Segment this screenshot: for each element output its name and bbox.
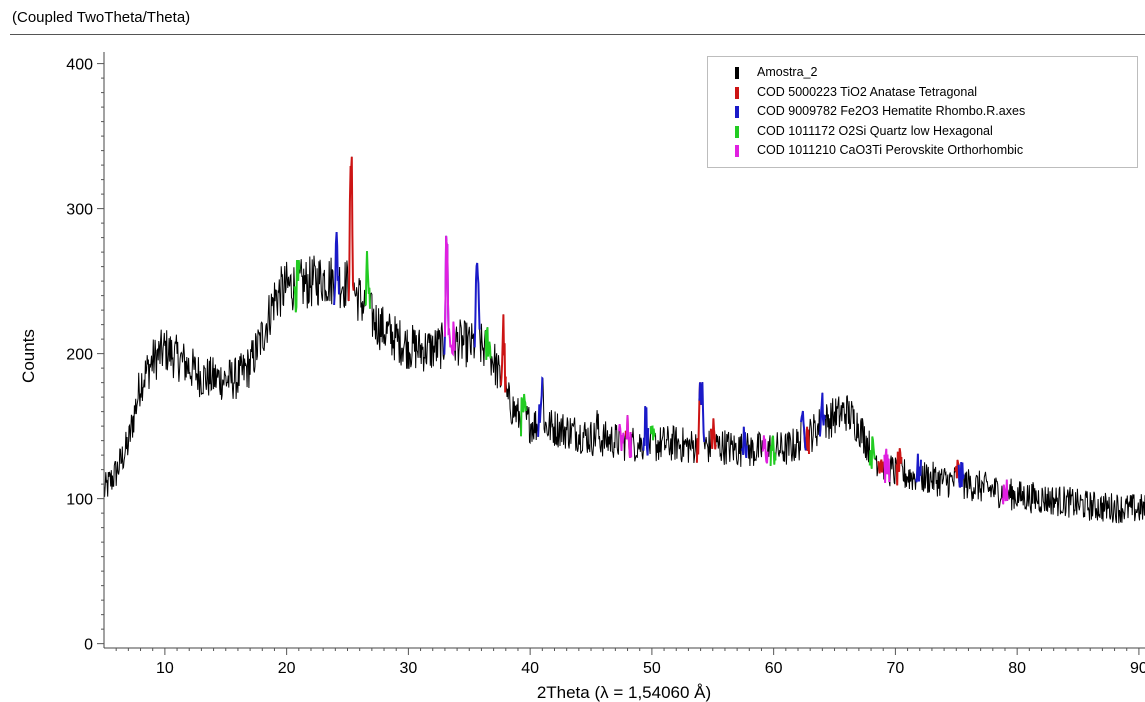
legend-label: Amostra_2: [757, 65, 818, 79]
legend-item: COD 5000223 TiO2 Anatase Tetragonal: [708, 83, 1137, 103]
phase-reflection-mark: [800, 410, 807, 451]
phase-reflection-mark: [957, 461, 965, 488]
legend-item: COD 9009782 Fe2O3 Hematite Rhombo.R.axes: [708, 102, 1137, 122]
x-tick-label: 50: [643, 660, 661, 677]
phase-reflection-mark: [499, 314, 507, 393]
legend-item: COD 1011172 O2Si Quartz low Hexagonal: [708, 122, 1137, 142]
phase-reflection-mark: [364, 251, 371, 309]
phase-reflection-mark: [883, 448, 891, 484]
legend-swatch: [735, 86, 739, 99]
phase-reflection-mark: [333, 232, 340, 306]
phase-reflection-mark: [868, 436, 876, 469]
phase-reflection-mark: [915, 453, 922, 483]
plot-area: [103, 156, 1145, 524]
y-tick-label: 400: [66, 57, 93, 74]
x-tick-label: 70: [887, 660, 905, 677]
phase-reflection-mark: [537, 376, 544, 437]
legend-label: COD 9009782 Fe2O3 Hematite Rhombo.R.axes: [757, 104, 1026, 118]
x-tick-label: 30: [399, 660, 417, 677]
phase-reflection-mark: [649, 425, 656, 441]
x-axis-label: 2Theta (λ = 1,54060 Å): [537, 683, 711, 702]
x-tick-label: 80: [1008, 660, 1026, 677]
x-tick-label: 40: [521, 660, 539, 677]
legend-label: COD 1011210 CaO3Ti Perovskite Orthorhomb…: [757, 143, 1024, 157]
y-tick-label: 100: [66, 492, 93, 509]
phase-reflection-mark: [618, 424, 625, 451]
phase-reflection-mark: [761, 435, 769, 464]
legend-swatch: [735, 125, 739, 138]
x-tick-label: 90: [1130, 660, 1145, 677]
phase-reflection-mark: [1001, 479, 1009, 505]
x-tick-label: 60: [765, 660, 783, 677]
y-tick-label: 0: [84, 637, 93, 654]
phase-reflection-mark: [520, 393, 527, 437]
phase-reflection-mark: [895, 448, 903, 486]
phase-reflection-mark: [818, 392, 826, 437]
phase-reflection-mark: [709, 418, 717, 450]
phase-reflection-mark: [642, 406, 650, 456]
legend-item: COD 1011210 CaO3Ti Perovskite Orthorhomb…: [708, 141, 1137, 161]
series-line-amostra-2: [103, 156, 1145, 524]
legend-swatch: [735, 106, 739, 118]
phase-reflection-mark: [769, 435, 777, 466]
y-tick-label: 200: [66, 347, 93, 364]
header-divider: [10, 34, 1145, 35]
phase-reflection-mark: [484, 327, 492, 360]
legend-label: COD 5000223 TiO2 Anatase Tetragonal: [757, 84, 978, 99]
phase-reflection-mark: [448, 321, 456, 357]
phase-reflection-mark: [625, 415, 633, 458]
phase-reflection-mark: [443, 235, 451, 338]
phase-reflection-mark: [347, 156, 355, 302]
chart-header-title: (Coupled TwoTheta/Theta): [12, 9, 191, 26]
legend-swatch: [735, 67, 739, 79]
x-tick-label: 20: [278, 660, 296, 677]
legend-swatch: [735, 145, 739, 157]
chart-legend: Amostra_2 COD 5000223 TiO2 Anatase Tetrag…: [707, 56, 1138, 168]
x-tick-label: 10: [156, 660, 174, 677]
axes: 0 100 200 300 400 10 20 30 40 50 60 70 80 90: [66, 52, 1145, 677]
phase-reflection-mark: [293, 260, 301, 313]
phase-reflection-mark: [741, 426, 748, 459]
legend-label: COD 1011172 O2Si Quartz low Hexagonal: [757, 123, 993, 138]
y-tick-label: 300: [66, 202, 93, 219]
phase-reflection-mark: [698, 382, 706, 442]
phase-reflection-mark: [473, 262, 481, 348]
legend-item: Amostra_2: [708, 63, 1137, 83]
phase-reflection-mark: [877, 459, 885, 474]
y-axis-label: Counts: [19, 329, 38, 383]
